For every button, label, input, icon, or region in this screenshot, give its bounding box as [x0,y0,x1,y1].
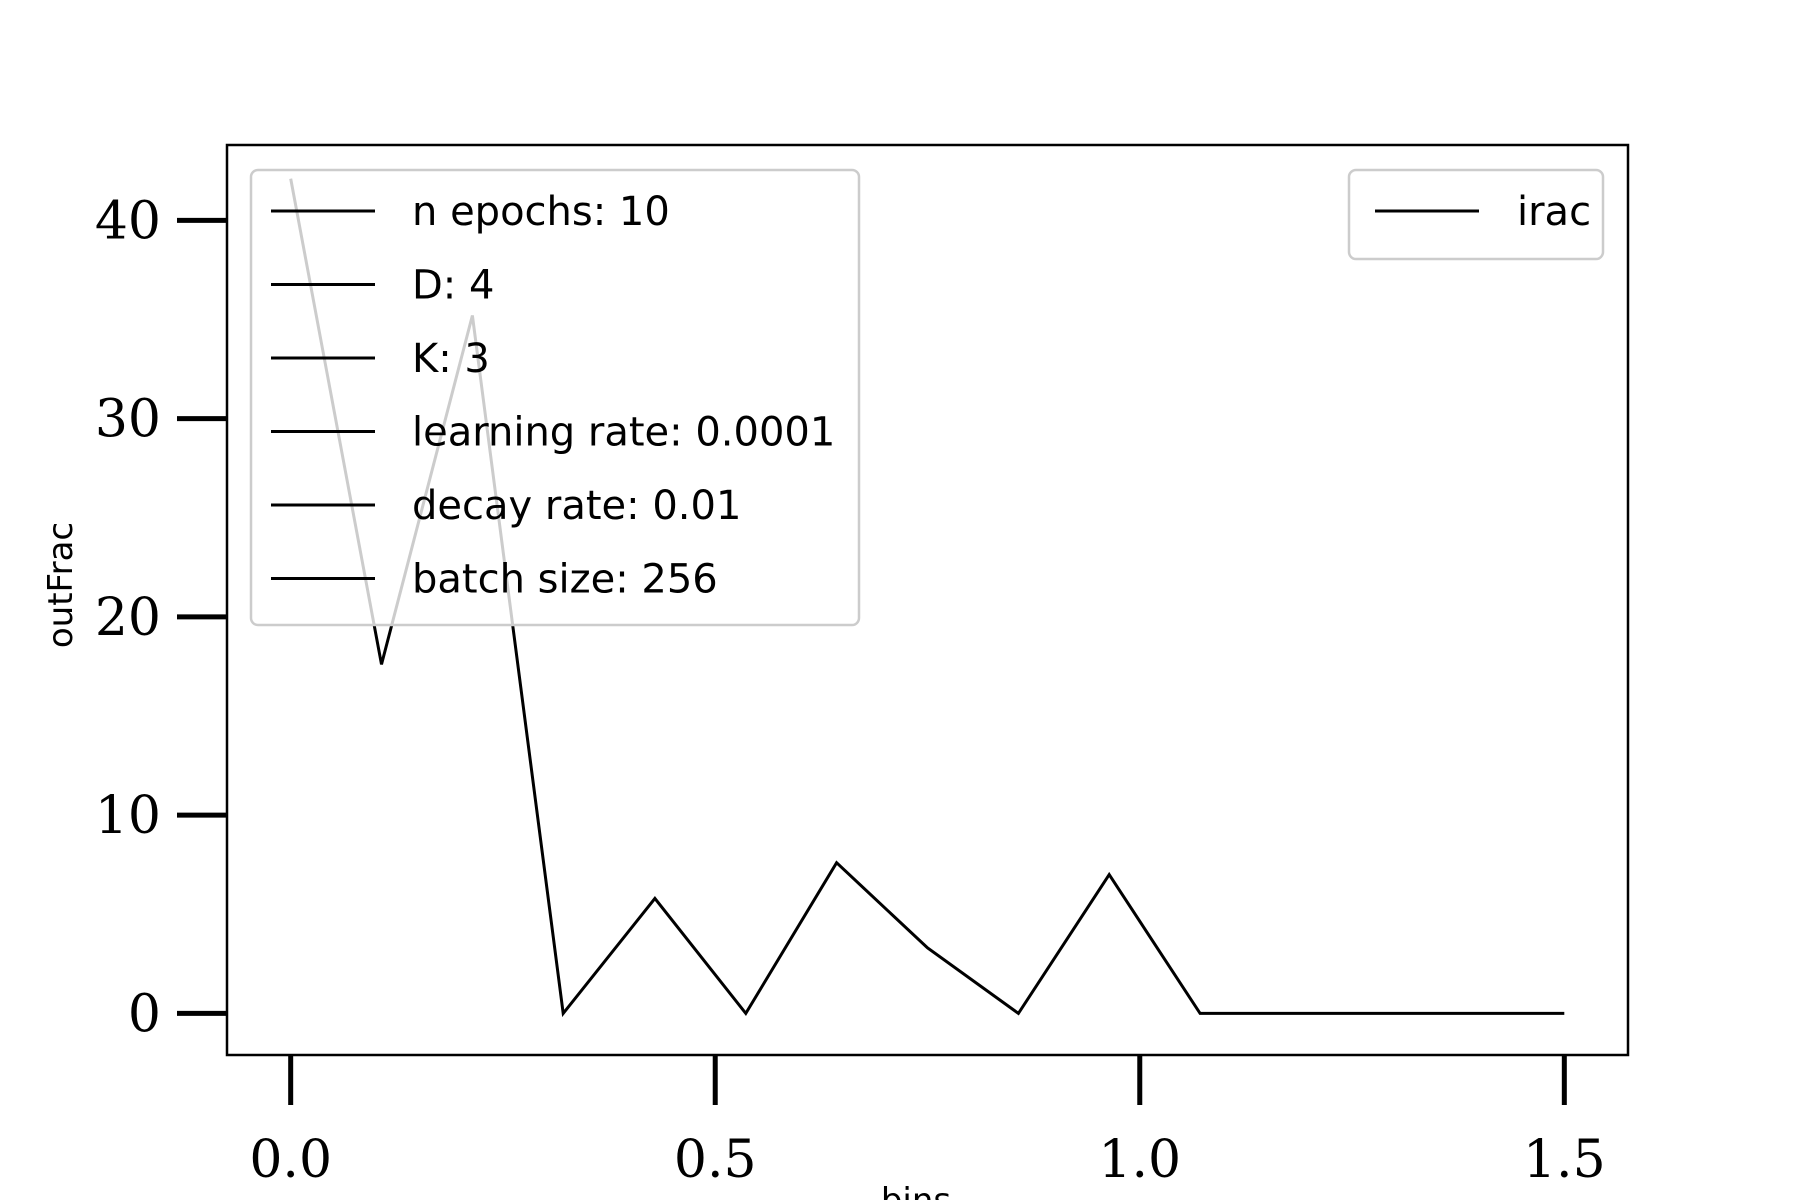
y-axis-label: outFrac [41,522,81,648]
y-tick-label: 0 [128,984,161,1044]
plot-frame [225,143,1630,1057]
x-tick-label: 1.0 [1098,1130,1181,1190]
legend-series: irac [1347,168,1605,261]
legend-params-entry: D: 4 [412,263,494,309]
legend-params-entry: learning rate: 0.0001 [412,410,835,456]
x-tick-label: 0.0 [249,1130,332,1190]
y-tick-label: 20 [95,588,161,648]
legend-params-entry: batch size: 256 [412,557,718,603]
y-tick-label: 10 [95,786,161,846]
legend-params-entry: n epochs: 10 [412,189,670,235]
y-tick-label: 30 [95,390,161,450]
x-tick-label: 0.5 [674,1130,757,1190]
legend-params-box [249,168,861,627]
legend-params-entry: decay rate: 0.01 [412,483,741,529]
x-tick-label: 1.5 [1523,1130,1606,1190]
legend-series-entry: irac [1517,189,1591,235]
legend-params-entry: K: 3 [412,336,490,382]
x-axis-label: bins [881,1181,951,1200]
y-tick-label: 40 [95,191,161,251]
legend-params: n epochs: 10 D: 4 K: 3 learning rate: 0.000… [249,168,861,627]
x-axis: 0.0 0.5 1.0 1.5 [249,1055,1606,1190]
legend-series-box [1347,168,1605,261]
y-axis: 0 10 20 30 40 [95,191,227,1044]
